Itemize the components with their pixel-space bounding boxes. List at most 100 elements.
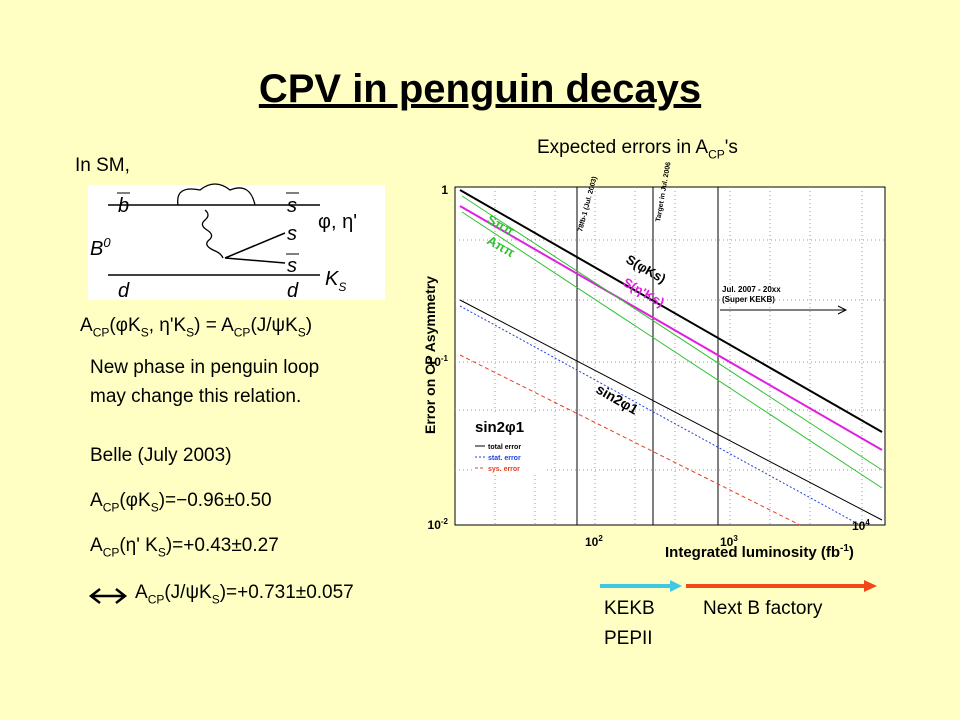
text-run: 's bbox=[725, 137, 738, 158]
legend-entry: stat. error bbox=[488, 455, 521, 462]
quark-line bbox=[224, 257, 286, 264]
superscript: 2 bbox=[598, 534, 603, 543]
result: ACP(J/ψKS)=+0.731±0.057 bbox=[135, 582, 354, 607]
k-name: K bbox=[325, 268, 340, 290]
meson-label: B0 bbox=[90, 235, 111, 260]
kekb-label: KEKB bbox=[604, 598, 655, 619]
subscript: S bbox=[158, 546, 166, 560]
plot: sin2φ1 total error stat. error sys. erro… bbox=[422, 161, 886, 561]
w-loop bbox=[177, 183, 256, 206]
result: ACP(η' KS)=+0.43±0.27 bbox=[90, 535, 279, 560]
superscript: 3 bbox=[733, 534, 738, 543]
text-run: 10 bbox=[585, 535, 599, 549]
superscript: -1 bbox=[840, 543, 849, 554]
subscript: CP bbox=[234, 326, 251, 340]
quark-label: d bbox=[287, 280, 299, 302]
k-sub: S bbox=[338, 280, 346, 294]
subscript: S bbox=[212, 593, 220, 607]
diagram: b s s s d d B0 φ, η' KS bbox=[88, 183, 385, 302]
pepii-label: PEPII bbox=[604, 628, 653, 649]
intro: In SM, bbox=[75, 155, 130, 176]
x-tick-label: 104 bbox=[852, 518, 870, 533]
legend-box bbox=[472, 415, 547, 475]
meson-name: B bbox=[90, 238, 103, 260]
x-axis-label: Integrated luminosity (fb-1) bbox=[665, 543, 854, 561]
text-run: 10 bbox=[720, 535, 734, 549]
text-run: )=+0.731±0.057 bbox=[220, 582, 354, 603]
superscript: 4 bbox=[865, 518, 870, 527]
note: may change this relation. bbox=[90, 386, 301, 407]
subscript: S bbox=[298, 326, 306, 340]
text-run: (φK bbox=[109, 315, 141, 336]
next-label: Next B factory bbox=[703, 598, 823, 619]
meson-sup: 0 bbox=[103, 235, 111, 250]
text-run: 10 bbox=[852, 519, 866, 533]
curve-s-pipi bbox=[461, 195, 883, 471]
curve-s-phi bbox=[459, 189, 883, 433]
legend-entry: total error bbox=[488, 444, 521, 451]
note: New phase in penguin loop bbox=[90, 357, 319, 378]
gluon bbox=[201, 209, 224, 259]
subscript: S bbox=[141, 326, 149, 340]
subscript: CP bbox=[103, 501, 120, 515]
superscript: -1 bbox=[441, 354, 449, 363]
curve-stat bbox=[459, 305, 861, 526]
plot-heading: Expected errors in ACP's bbox=[537, 137, 738, 162]
y-tick-label: 1 bbox=[441, 183, 448, 197]
arrow-head bbox=[837, 305, 848, 315]
curve-a-pipi bbox=[461, 211, 883, 489]
final-label: φ, η' bbox=[318, 211, 357, 233]
curve-total bbox=[459, 299, 883, 521]
text-run: A bbox=[90, 535, 103, 556]
text-run: (J/ψK bbox=[250, 315, 298, 336]
y-tick-label: 10-1 bbox=[428, 354, 449, 369]
text-run: 10 bbox=[428, 355, 442, 369]
text-run: A bbox=[80, 315, 93, 336]
quark-line bbox=[224, 232, 286, 259]
quark-label: b bbox=[118, 195, 129, 217]
quark-label: s bbox=[287, 255, 297, 277]
text-run: ) bbox=[849, 544, 854, 561]
subscript: CP bbox=[93, 326, 110, 340]
text-run: )=−0.96±0.50 bbox=[159, 490, 272, 511]
belle: Belle (July 2003) bbox=[90, 445, 232, 466]
next-arrow-head bbox=[864, 580, 877, 592]
text-run: , η'K bbox=[149, 315, 187, 336]
text-run: (η' K bbox=[119, 535, 158, 556]
relation: ACP(φKS, η'KS) = ACP(J/ψKS) bbox=[80, 315, 312, 340]
text-run: )=+0.43±0.27 bbox=[166, 535, 279, 556]
superscript: -2 bbox=[441, 517, 449, 526]
text-run: ) = A bbox=[194, 315, 234, 336]
text-run: Expected errors in A bbox=[537, 137, 708, 158]
curve-s-eta bbox=[459, 205, 883, 451]
diagram-bg bbox=[88, 185, 385, 300]
y-tick-label: 10-2 bbox=[428, 517, 449, 532]
x-tick-label: 102 bbox=[585, 534, 603, 549]
text-run: Integrated luminosity (fb bbox=[665, 544, 840, 561]
final-label: KS bbox=[325, 268, 346, 294]
text-run: 10 bbox=[428, 518, 442, 532]
kekb-arrow-head bbox=[670, 580, 682, 592]
quark-label: s bbox=[287, 195, 297, 217]
super-kekb: Jul. 2007 - 20xx bbox=[722, 285, 781, 294]
text-run: (φK bbox=[119, 490, 151, 511]
text-run: 1 bbox=[441, 183, 448, 197]
legend-entry: sys. error bbox=[488, 466, 520, 473]
subscript: CP bbox=[708, 148, 725, 162]
result: ACP(φKS)=−0.96±0.50 bbox=[90, 490, 272, 515]
y-axis-label: Error on CP Asymmetry bbox=[422, 276, 438, 434]
double-arrow bbox=[88, 588, 128, 604]
quark-label: s bbox=[287, 223, 297, 245]
subscript: S bbox=[151, 501, 159, 515]
super-kekb: (Super KEKB) bbox=[722, 295, 775, 304]
subscript: CP bbox=[148, 593, 165, 607]
text-run: (J/ψK bbox=[164, 582, 212, 603]
text-run: A bbox=[135, 582, 148, 603]
quark-label: d bbox=[118, 280, 130, 302]
text-run: A bbox=[90, 490, 103, 511]
text-run: ) bbox=[306, 315, 312, 336]
legend-title: sin2φ1 bbox=[475, 419, 524, 436]
subscript: S bbox=[186, 326, 194, 340]
